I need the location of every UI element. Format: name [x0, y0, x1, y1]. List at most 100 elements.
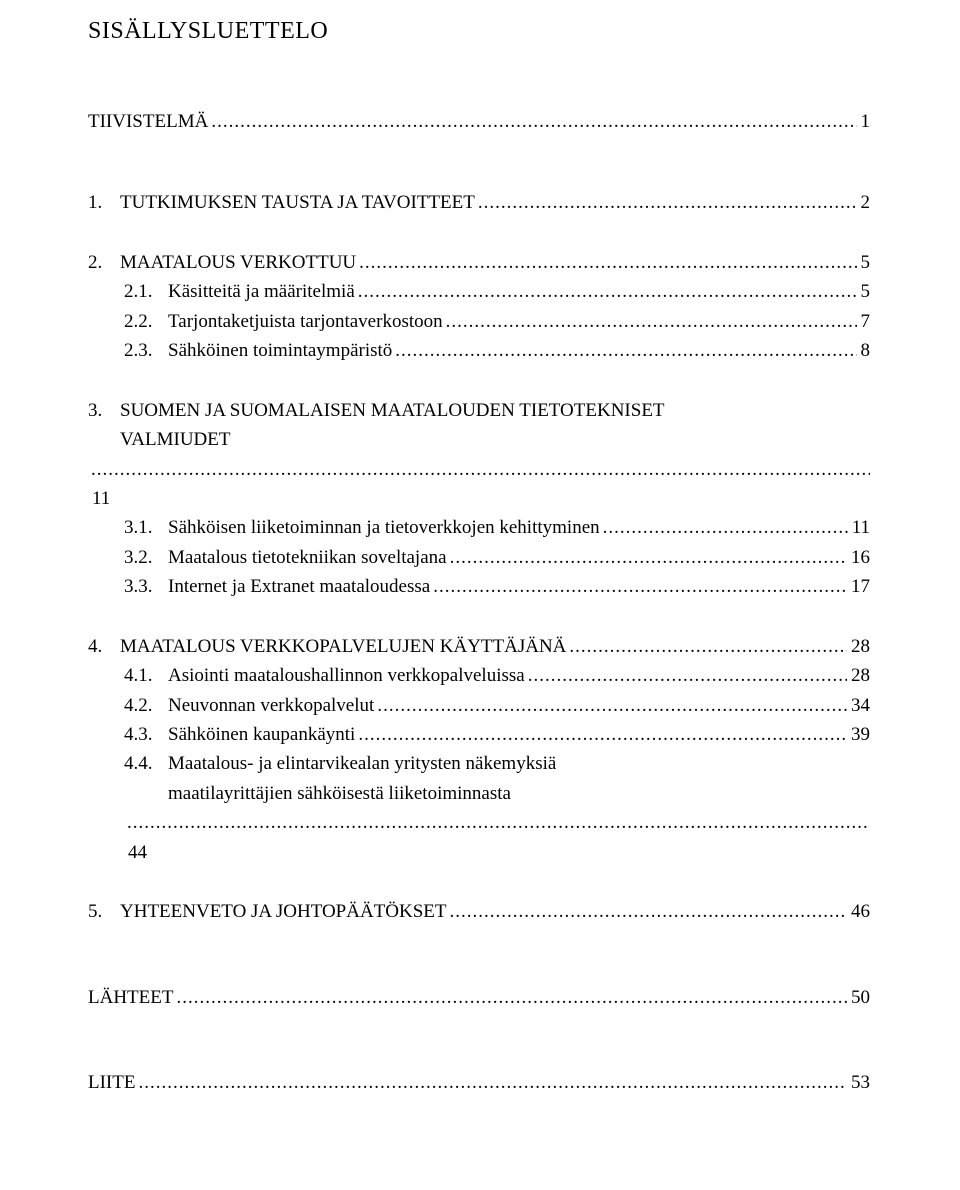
toc-page-number: 44: [124, 838, 147, 867]
toc-leader: [525, 661, 847, 690]
toc-leader: [443, 307, 857, 336]
toc-number: 4.: [88, 632, 120, 661]
toc-label-line2: VALMIUDET: [120, 425, 230, 454]
toc-page-number: 17: [847, 572, 870, 601]
toc-leader: [430, 572, 847, 601]
toc-label: YHTEENVETO JA JOHTOPÄÄTÖKSET: [120, 897, 447, 926]
toc-block-3: 3. SUOMEN JA SUOMALAISEN MAATALOUDEN TIE…: [88, 396, 870, 602]
toc-leader: [600, 513, 848, 542]
toc-number: 4.2.: [124, 691, 168, 720]
toc-block-1: 1. TUTKIMUKSEN TAUSTA JA TAVOITTEET 2: [88, 188, 870, 217]
toc-entry-lahteet: LÄHTEET 50: [88, 983, 870, 1012]
page-title: SISÄLLYSLUETTELO: [88, 18, 870, 45]
toc-entry-2: 2. MAATALOUS VERKOTTUU 5: [88, 248, 870, 277]
toc-number: 3.3.: [124, 572, 168, 601]
toc-label: Tarjontaketjuista tarjontaverkostoon: [168, 307, 443, 336]
toc-page-number: 28: [847, 661, 870, 690]
toc-page-number: 16: [847, 543, 870, 572]
toc-entry-4-4: 4.4. Maatalous- ja elintarvikealan yrity…: [88, 749, 870, 867]
toc-block-2: 2. MAATALOUS VERKOTTUU 5 2.1. Käsitteitä…: [88, 248, 870, 366]
toc-entry-3: 3. SUOMEN JA SUOMALAISEN MAATALOUDEN TIE…: [88, 396, 870, 514]
toc-page-number: 46: [847, 897, 870, 926]
toc-number: 2.1.: [124, 277, 168, 306]
toc-label: Neuvonnan verkkopalvelut: [168, 691, 374, 720]
toc-page-number: 1: [857, 107, 871, 136]
toc-entry-4-1: 4.1. Asiointi maataloushallinnon verkkop…: [88, 661, 870, 690]
toc-block-lahteet: LÄHTEET 50: [88, 983, 870, 1012]
toc-number-spacer: [88, 425, 120, 454]
toc-label: Sähköisen liiketoiminnan ja tietoverkkoj…: [168, 513, 600, 542]
toc-label-line2: maatilayrittäjien sähköisestä liiketoimi…: [168, 779, 511, 808]
toc-entry-liite: LIITE 53: [88, 1068, 870, 1097]
toc-page-number: 53: [847, 1068, 870, 1097]
toc-entry-4-2: 4.2. Neuvonnan verkkopalvelut 34: [88, 691, 870, 720]
toc-page-number: 11: [848, 513, 870, 542]
toc-entry-tiivistelma: TIIVISTELMÄ 1: [88, 107, 870, 136]
toc-label: LÄHTEET: [88, 983, 173, 1012]
toc-label: Sähköinen toimintaympäristö: [168, 336, 392, 365]
toc-number-spacer: [124, 779, 168, 808]
toc-page-number: 28: [847, 632, 870, 661]
toc-label: Internet ja Extranet maataloudessa: [168, 572, 430, 601]
toc-entry-5: 5. YHTEENVETO JA JOHTOPÄÄTÖKSET 46: [88, 897, 870, 926]
toc-page-number: 8: [857, 336, 871, 365]
toc-page-number: 34: [847, 691, 870, 720]
toc-block-4: 4. MAATALOUS VERKKOPALVELUJEN KÄYTTÄJÄNÄ…: [88, 632, 870, 868]
toc-leader: [135, 1068, 847, 1097]
toc-number: 4.3.: [124, 720, 168, 749]
toc-page: SISÄLLYSLUETTELO TIIVISTELMÄ 1 1. TUTKIM…: [0, 0, 960, 1138]
toc-number: 3.1.: [124, 513, 168, 542]
toc-label: TUTKIMUKSEN TAUSTA JA TAVOITTEET: [120, 188, 475, 217]
toc-label: TIIVISTELMÄ: [88, 107, 208, 136]
toc-entry-3-1: 3.1. Sähköisen liiketoiminnan ja tietove…: [88, 513, 870, 542]
toc-label: MAATALOUS VERKOTTUU: [120, 248, 356, 277]
toc-number: 3.2.: [124, 543, 168, 572]
toc-page-number: 5: [857, 277, 871, 306]
toc-entry-2-3: 2.3. Sähköinen toimintaympäristö 8: [88, 336, 870, 365]
toc-label: MAATALOUS VERKKOPALVELUJEN KÄYTTÄJÄNÄ: [120, 632, 566, 661]
toc-leader: [355, 277, 857, 306]
toc-number: 4.1.: [124, 661, 168, 690]
toc-entry-4-3: 4.3. Sähköinen kaupankäynti 39: [88, 720, 870, 749]
toc-number: 1.: [88, 188, 120, 217]
toc-block-5: 5. YHTEENVETO JA JOHTOPÄÄTÖKSET 46: [88, 897, 870, 926]
toc-leader: [447, 543, 847, 572]
toc-entry-1: 1. TUTKIMUKSEN TAUSTA JA TAVOITTEET 2: [88, 188, 870, 217]
toc-page-number: 50: [847, 983, 870, 1012]
toc-label-line1: Maatalous- ja elintarvikealan yritysten …: [168, 749, 556, 778]
toc-number: 3.: [88, 396, 120, 425]
toc-number: 2.2.: [124, 307, 168, 336]
toc-label-line1: SUOMEN JA SUOMALAISEN MAATALOUDEN TIETOT…: [120, 396, 665, 425]
toc-leader: [374, 691, 847, 720]
toc-leader: [173, 983, 847, 1012]
toc-page-number: 5: [857, 248, 871, 277]
toc-block-tiivistelma: TIIVISTELMÄ 1: [88, 107, 870, 136]
toc-leader: [392, 336, 856, 365]
toc-label: Käsitteitä ja määritelmiä: [168, 277, 355, 306]
toc-page-number: 2: [857, 188, 871, 217]
toc-entry-3-2: 3.2. Maatalous tietotekniikan soveltajan…: [88, 543, 870, 572]
toc-page-number: 7: [857, 307, 871, 336]
toc-leader: [356, 248, 856, 277]
toc-number: 2.: [88, 248, 120, 277]
toc-label: Sähköinen kaupankäynti: [168, 720, 355, 749]
toc-entry-2-2: 2.2. Tarjontaketjuista tarjontaverkostoo…: [88, 307, 870, 336]
toc-leader: [124, 808, 870, 837]
toc-block-liite: LIITE 53: [88, 1068, 870, 1097]
toc-page-number: 11: [88, 484, 110, 513]
toc-number: 2.3.: [124, 336, 168, 365]
toc-number: 5.: [88, 897, 120, 926]
toc-page-number: 39: [847, 720, 870, 749]
toc-leader: [355, 720, 847, 749]
toc-leader: [447, 897, 847, 926]
toc-label: LIITE: [88, 1068, 135, 1097]
toc-number: 4.4.: [124, 749, 168, 778]
toc-leader: [208, 107, 856, 136]
toc-leader: [475, 188, 857, 217]
toc-entry-3-3: 3.3. Internet ja Extranet maataloudessa …: [88, 572, 870, 601]
toc-entry-2-1: 2.1. Käsitteitä ja määritelmiä 5: [88, 277, 870, 306]
toc-leader: [566, 632, 847, 661]
toc-leader: [88, 455, 870, 484]
toc-label: Asiointi maataloushallinnon verkkopalvel…: [168, 661, 525, 690]
toc-label: Maatalous tietotekniikan soveltajana: [168, 543, 447, 572]
